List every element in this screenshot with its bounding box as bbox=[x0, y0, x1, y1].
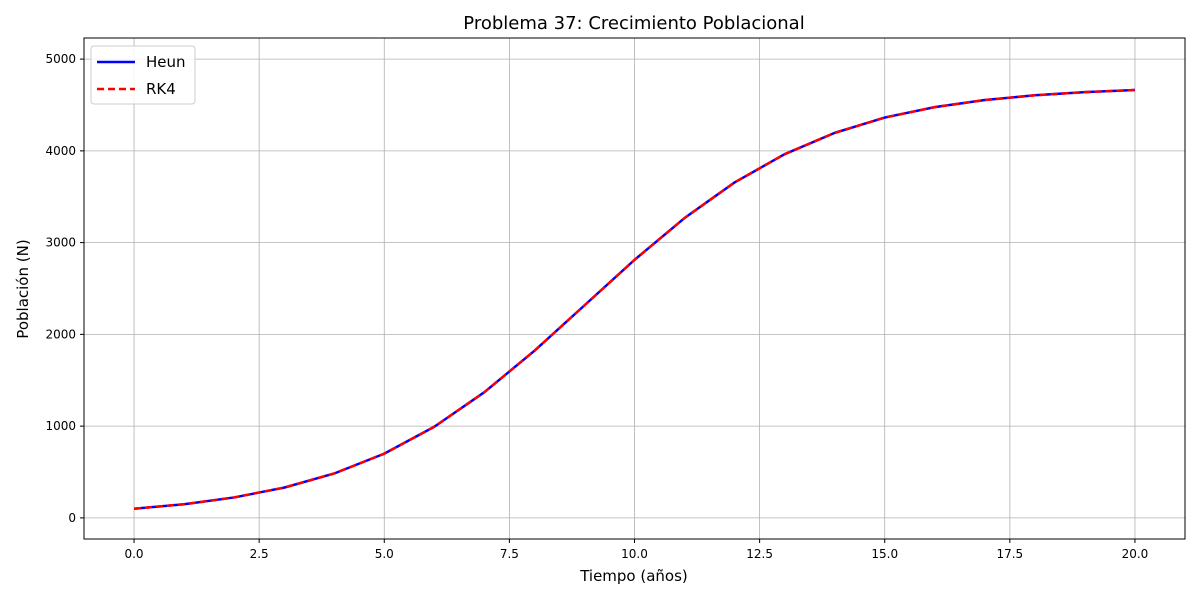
y-tick-label: 0 bbox=[68, 511, 76, 525]
x-tick-label: 7.5 bbox=[500, 547, 519, 561]
x-tick-label: 5.0 bbox=[375, 547, 394, 561]
y-tick-label: 3000 bbox=[45, 236, 76, 250]
x-tick-label: 17.5 bbox=[996, 547, 1023, 561]
x-tick-label: 15.0 bbox=[871, 547, 898, 561]
grid bbox=[84, 38, 1185, 539]
legend: Heun RK4 bbox=[90, 45, 196, 105]
x-tick-label: 0.0 bbox=[124, 547, 143, 561]
x-tick-label: 12.5 bbox=[746, 547, 773, 561]
legend-label-heun: Heun bbox=[146, 53, 186, 71]
y-tick-label: 1000 bbox=[45, 419, 76, 433]
y-axis-label: Población (N) bbox=[14, 239, 32, 338]
series-line-rk4 bbox=[133, 88, 1136, 510]
legend-label-rk4: RK4 bbox=[146, 80, 176, 98]
y-tick-label: 4000 bbox=[45, 144, 76, 158]
x-axis-label: Tiempo (años) bbox=[579, 567, 688, 585]
x-tick-label: 2.5 bbox=[250, 547, 269, 561]
y-tick-label: 5000 bbox=[45, 52, 76, 66]
x-tick-label: 20.0 bbox=[1122, 547, 1149, 561]
axis-ticks: 0.0 2.5 5.0 7.5 10.0 12.5 15.0 17.5 20.0 0 1000 200… bbox=[45, 52, 1148, 561]
y-tick-label: 2000 bbox=[45, 327, 76, 341]
chart-title: Problema 37: Crecimiento Poblacional bbox=[463, 13, 804, 34]
data-lines bbox=[133, 88, 1136, 510]
legend-box bbox=[90, 45, 196, 105]
x-tick-label: 10.0 bbox=[621, 547, 648, 561]
